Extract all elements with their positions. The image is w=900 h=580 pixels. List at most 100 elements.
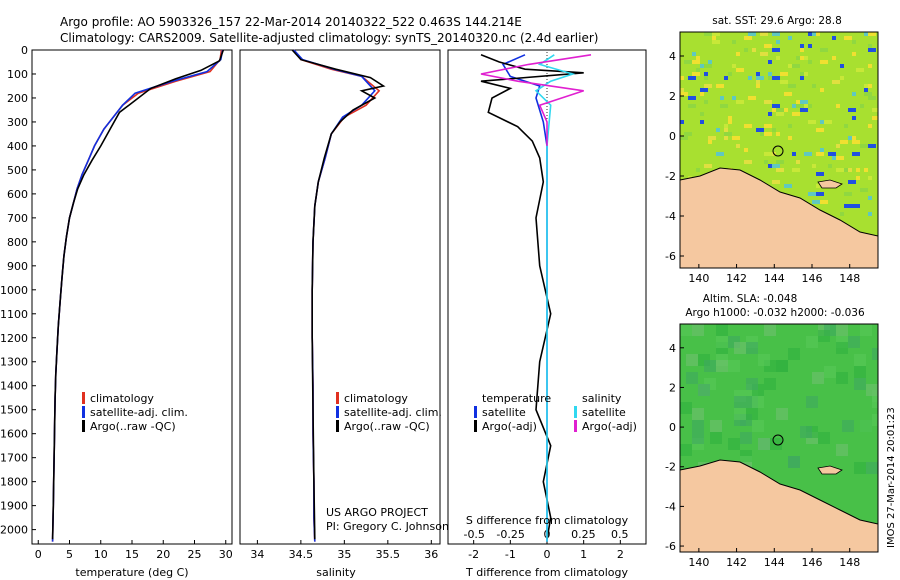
sst-cell [748,76,752,80]
sst-cell [856,68,864,72]
sst-cell [820,60,828,64]
sst-cell [756,76,764,80]
sst-cell [816,128,824,132]
map-y-tick-label: -2 [665,461,676,474]
map-x-tick-label: 146 [802,272,823,285]
x-tick-label: 1 [580,548,587,561]
depth-tick-label: 1900 [0,500,28,513]
legend-label-argo: Argo(..raw -QC) [90,420,176,433]
sst-cell [836,156,844,160]
sst-cell [852,204,860,208]
depth-tick-label: 500 [7,164,28,177]
salinity-axes-frame [239,49,441,545]
temperature-series [51,49,225,542]
sst-cell [768,72,772,76]
sst-argo-position-marker [772,145,784,157]
sst-cell [776,40,780,44]
sst-cell [836,168,844,172]
sst-cell [800,56,804,60]
sst-cell [724,124,728,128]
sla-argo-position-marker [772,434,784,446]
sst-cell [728,120,732,124]
sla-cell [854,354,866,366]
sst-cell [700,112,704,116]
sla-cell [692,432,704,444]
sst-cell [776,112,784,116]
sst-cell [704,164,712,168]
sla-map-title-line1: Altim. SLA: -0.048 [703,293,798,305]
sst-cell [868,48,876,52]
legend-label-sal-satellite: satellite [582,406,626,419]
project-label: US ARGO PROJECT [326,506,428,519]
sst-cell [700,120,704,124]
legend-swatch-argo [336,420,339,432]
sla-cell [758,354,770,366]
map-x-tick-label: 144 [764,556,785,569]
sla-cell [692,420,704,432]
legend-swatch-temp-argo [474,420,477,432]
sst-cell [784,184,792,188]
sst-cell [816,32,820,36]
sst-cell [756,72,760,76]
sst-land-mass [680,167,878,268]
sla-cell [734,342,746,354]
sst-cell [840,76,844,80]
sst-cell [788,36,792,40]
sst-cell [800,44,804,48]
sla-cell [746,408,758,420]
sst-map-axes: 4 2 0 -2 -4 -6 140 142 144 146 148 [665,50,860,285]
sst-cell [700,88,708,92]
temperature-axes-frame [31,49,233,545]
map-y-tick-label: -6 [665,540,676,553]
sla-cell [854,366,866,378]
depth-axis: 0 100 200 300 400 500 600 700 800 900 1000 1100 1200… [0,44,36,537]
legend-label-satellite: satellite-adj. clim. [344,406,442,419]
sst-cell [764,44,772,48]
sla-map-title-line2: Argo h1000: -0.032 h2000: -0.036 [685,307,865,319]
sst-cell [744,160,752,164]
sla-cell [818,330,830,342]
sla-cell [698,384,710,396]
sst-cell [868,212,872,216]
legend-swatch-climatology [82,392,85,404]
sst-cell [776,108,784,112]
sst-cell [704,32,712,36]
sst-cell [860,144,868,148]
difference-legend: temperature salinity satellite Argo(-adj… [474,392,637,433]
sst-cell [788,124,792,128]
sst-cell [716,84,724,88]
sla-cell [716,336,728,348]
sst-cell [796,104,804,108]
sst-cell [756,128,764,132]
map-x-tick-label: 140 [688,272,709,285]
sst-map-panel: sat. SST: 29.6 Argo: 28.8 4 2 0 -2 -4 -6 140 14… [665,15,879,285]
sst-cell [692,60,700,64]
sst-cell [812,200,820,204]
salinity-x-axis: 34 34.5 35 35.5 36 [250,540,438,561]
sst-cell [772,128,776,132]
sst-cell [764,124,772,128]
legend-swatch-temp-satellite [474,406,477,418]
sst-cell [764,100,772,104]
depth-tick-label: 800 [7,236,28,249]
sst-cell [852,52,856,56]
sst-cell [868,64,872,68]
sst-cell [772,32,780,36]
sst-cell [684,60,692,64]
sst-cell [864,168,868,172]
depth-tick-label: 1400 [0,380,28,393]
sla-cell [758,438,770,450]
sla-cell [806,336,818,348]
legend-label-argo: Argo(..raw -QC) [344,420,430,433]
sst-island [817,179,843,189]
sla-cell [812,372,824,384]
salinity-panel: 34 34.5 35 35.5 36 salinity climatology sate… [239,49,449,579]
sst-cell [868,124,872,128]
temperature-xlabel: temperature (deg C) [75,566,188,579]
difference-top-label: S difference from climatology [466,514,629,527]
sst-cell [744,48,748,52]
legend-swatch-climatology [336,392,339,404]
sst-cell [840,140,848,144]
legend-salinity-header: salinity [582,392,622,405]
sla-cell [728,438,740,450]
